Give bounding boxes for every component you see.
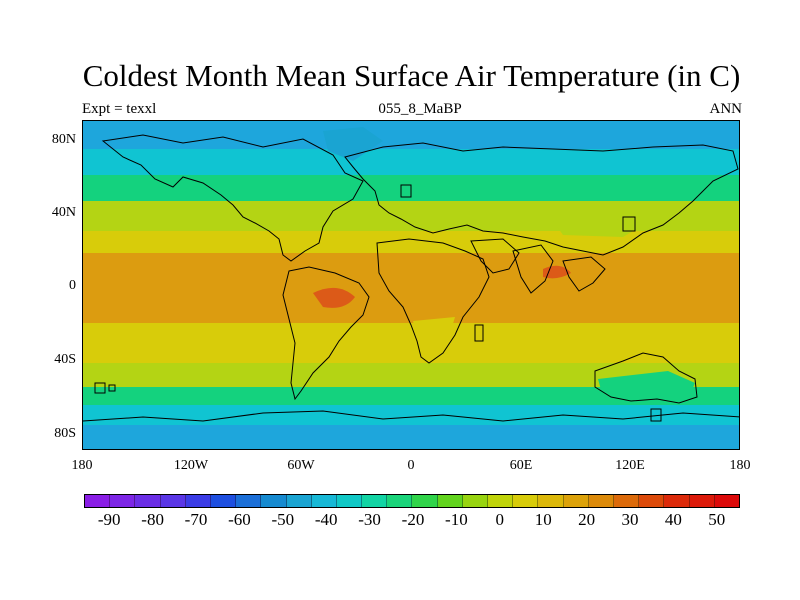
colorbar-label: -10 bbox=[445, 510, 468, 529]
colorbar-swatch bbox=[362, 495, 388, 507]
colorbar-label: -70 bbox=[184, 510, 208, 529]
colorbar-label: -50 bbox=[271, 510, 295, 529]
colorbar-swatch bbox=[236, 495, 262, 507]
colorbar-swatch bbox=[387, 495, 413, 507]
colorbar bbox=[84, 494, 740, 508]
temperature-map bbox=[82, 120, 740, 450]
colorbar-swatch bbox=[336, 495, 363, 507]
experiment-label: Expt = texxl bbox=[82, 101, 157, 117]
colorbar-swatch bbox=[639, 495, 665, 507]
colorbar-label: -20 bbox=[401, 510, 425, 529]
lon-label-180e: 180 bbox=[729, 458, 751, 473]
band-subpolar-north bbox=[83, 149, 739, 175]
cool-tibet bbox=[553, 217, 643, 237]
time-label: 055_8_MaBP bbox=[378, 101, 462, 117]
coast-arabia bbox=[470, 238, 520, 274]
coastlines bbox=[83, 134, 739, 422]
warm-africa-interior bbox=[413, 317, 455, 357]
band-subpolar-south bbox=[83, 405, 739, 425]
coast-uk bbox=[400, 184, 412, 198]
map-title: Coldest Month Mean Surface Air Temperatu… bbox=[82, 58, 741, 93]
colorbar-label: 10 bbox=[534, 510, 552, 529]
band-subtropical-north bbox=[83, 231, 739, 253]
colorbar-swatch bbox=[664, 495, 690, 507]
colorbar-swatch bbox=[613, 495, 640, 507]
colorbar-swatch bbox=[412, 495, 438, 507]
lon-label-60e: 60E bbox=[509, 458, 533, 473]
colorbar-swatch bbox=[210, 495, 237, 507]
colorbar-swatch bbox=[160, 495, 186, 507]
cool-australia bbox=[598, 371, 695, 399]
colorbar-swatch bbox=[85, 495, 111, 507]
band-polar-south bbox=[83, 425, 739, 449]
lon-label-180w: 180 bbox=[71, 458, 93, 473]
lon-label-60w: 60W bbox=[287, 458, 315, 473]
colorbar-label: 40 bbox=[664, 510, 682, 529]
colorbar-label: -90 bbox=[97, 510, 121, 529]
coast-new-zealand bbox=[650, 408, 662, 422]
lon-label-120e: 120E bbox=[615, 458, 645, 473]
colorbar-swatch bbox=[538, 495, 564, 507]
lon-label-0: 0 bbox=[407, 458, 415, 473]
colorbar-label: 0 bbox=[495, 510, 505, 529]
coast-island-west bbox=[94, 382, 106, 394]
band-tropical bbox=[83, 253, 739, 323]
lat-label-0: 0 bbox=[69, 278, 76, 293]
band-subtropical-south bbox=[83, 323, 739, 363]
map-canvas bbox=[83, 121, 739, 449]
colorbar-swatch bbox=[261, 495, 287, 507]
colorbar-swatch bbox=[488, 495, 514, 507]
colorbar-label: 50 bbox=[708, 510, 726, 529]
colorbar-label: 30 bbox=[621, 510, 639, 529]
lat-label-80n: 80N bbox=[51, 132, 76, 147]
lat-label-40n: 40N bbox=[51, 205, 76, 220]
coast-madagascar bbox=[474, 324, 484, 342]
colorbar-swatch bbox=[563, 495, 589, 507]
colorbar-label: -80 bbox=[141, 510, 164, 529]
lat-label-80s: 80S bbox=[54, 426, 76, 441]
colorbar-swatch bbox=[286, 495, 312, 507]
colorbar-label: -30 bbox=[358, 510, 381, 529]
coast-antarctica bbox=[83, 410, 739, 422]
band-polar-north bbox=[83, 121, 739, 149]
coast-europe-asia bbox=[344, 142, 739, 256]
colorbar-label: -60 bbox=[228, 510, 251, 529]
coast-india bbox=[512, 244, 554, 294]
colorbar-swatch bbox=[714, 495, 739, 507]
colorbar-swatch bbox=[110, 495, 136, 507]
colorbar-label: 20 bbox=[578, 510, 596, 529]
coast-australia bbox=[594, 352, 698, 404]
coast-africa bbox=[376, 238, 490, 364]
band-cool-south bbox=[83, 387, 739, 405]
lat-label-40s: 40S bbox=[54, 352, 76, 367]
colorbar-swatch bbox=[185, 495, 211, 507]
coast-south-america bbox=[282, 266, 370, 401]
colorbar-swatch bbox=[513, 495, 539, 507]
coast-southeast-asia bbox=[562, 256, 606, 292]
colorbar-swatch bbox=[311, 495, 337, 507]
colorbar-swatch bbox=[588, 495, 614, 507]
colorbar-swatch bbox=[135, 495, 161, 507]
hot-spot-south-america bbox=[313, 287, 355, 308]
colorbar-label: -40 bbox=[314, 510, 338, 529]
coast-north-america bbox=[101, 134, 364, 262]
colorbar-swatch bbox=[462, 495, 488, 507]
coast-japan bbox=[622, 216, 636, 232]
colorbar-swatch bbox=[689, 495, 715, 507]
lon-label-120w: 120W bbox=[173, 458, 209, 473]
band-midlat-north bbox=[83, 201, 739, 231]
season-label: ANN bbox=[709, 101, 743, 117]
cold-greenland bbox=[323, 127, 383, 161]
colorbar-swatch bbox=[437, 495, 463, 507]
coast-island-west-2 bbox=[108, 384, 116, 392]
